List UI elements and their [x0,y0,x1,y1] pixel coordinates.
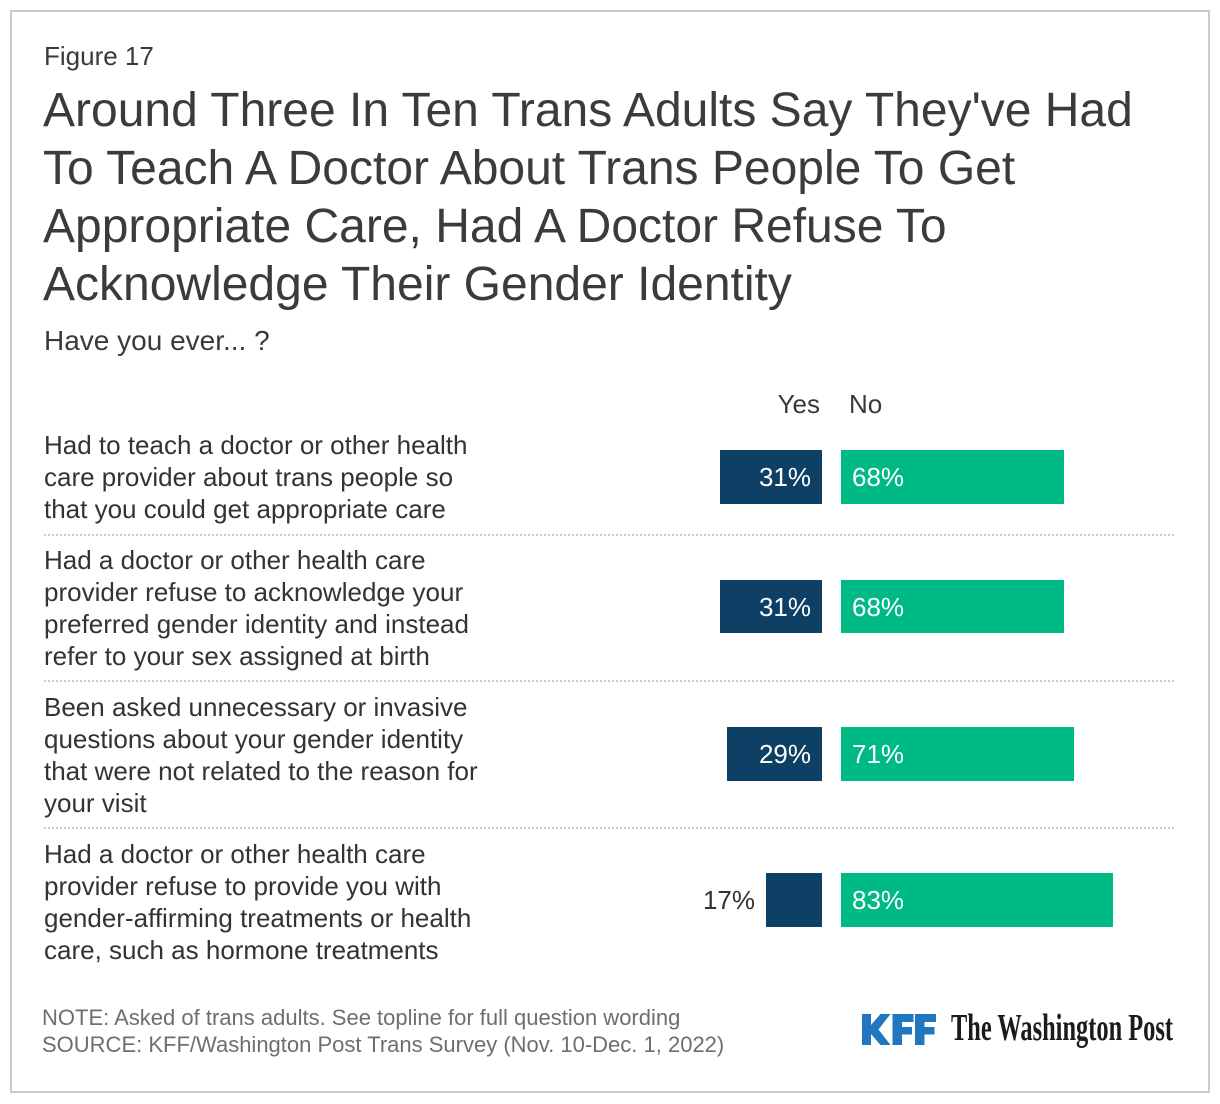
svg-text:The Washington Post: The Washington Post [951,1007,1173,1049]
